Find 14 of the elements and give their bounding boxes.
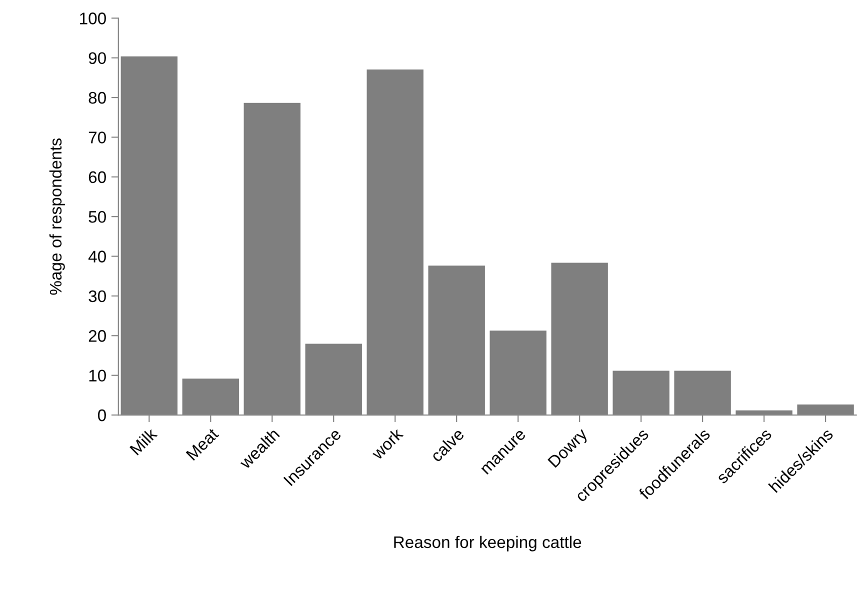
x-tick-label: Milk: [129, 426, 158, 456]
y-tick-label: 100: [80, 12, 106, 24]
y-tick-label: 10: [89, 370, 106, 382]
y-tick-label: 60: [88, 171, 106, 184]
y-tick-label: 80: [88, 92, 106, 104]
y-tick-label: 50: [88, 210, 106, 223]
y-tick-label: 70: [88, 132, 106, 144]
y-tick-label: 20: [88, 330, 106, 342]
y-tick-label: 40: [88, 250, 106, 262]
y-tick-label: 30: [88, 290, 106, 302]
y-tick-label: 90: [88, 52, 106, 64]
x-axis-title: Reason for keeping cattle: [394, 536, 582, 552]
y-tick-label: 0: [98, 409, 106, 422]
y-axis-title: %age of respondents: [49, 138, 65, 295]
